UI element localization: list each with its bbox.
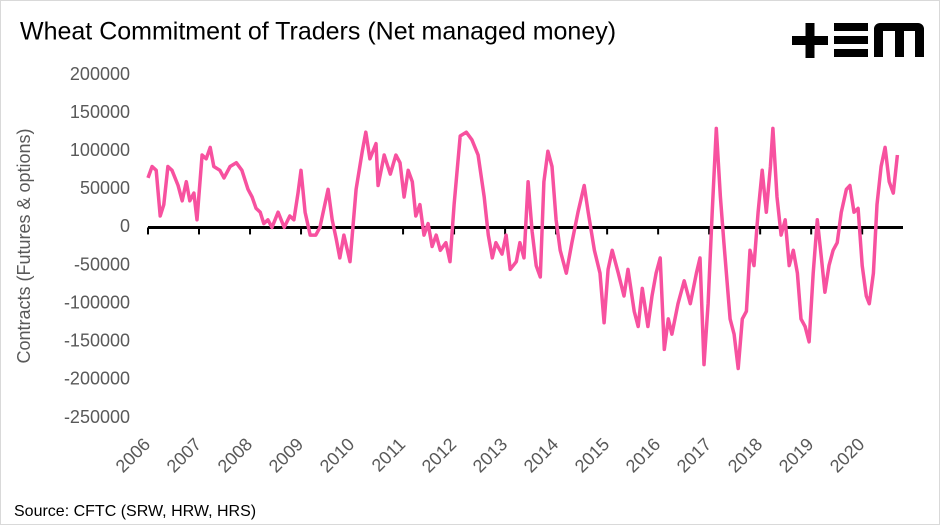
y-tick-label: 0 <box>120 216 130 236</box>
source: Source: CFTC (SRW, HRW, HRS) <box>14 503 256 520</box>
y-tick-label: 150000 <box>70 102 130 122</box>
y-axis-title: Contracts (Futures & options) <box>14 128 34 363</box>
y-tick-label: 100000 <box>70 140 130 160</box>
y-tick-label: 50000 <box>80 178 130 198</box>
y-tick-label: -250000 <box>64 407 130 427</box>
y-tick-label: 200000 <box>70 64 130 84</box>
data-line <box>146 126 900 371</box>
y-tick-label: -50000 <box>74 254 130 274</box>
logo <box>792 22 924 58</box>
y-tick-label: -200000 <box>64 369 130 389</box>
y-tick-label: -150000 <box>64 331 130 351</box>
y-tick-label: -100000 <box>64 292 130 312</box>
chart-title: Wheat Commitment of Traders (Net managed… <box>20 18 616 46</box>
